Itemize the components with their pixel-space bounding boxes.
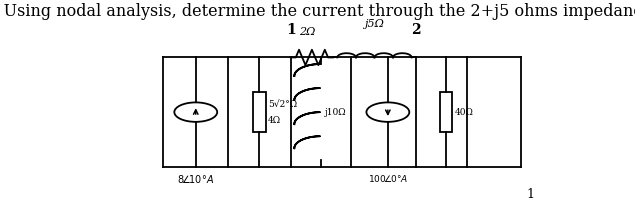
Text: $8\!\angle\!10°A$: $8\!\angle\!10°A$ bbox=[177, 173, 214, 185]
Text: 5√2°Ω: 5√2°Ω bbox=[268, 100, 297, 109]
Text: 2: 2 bbox=[411, 23, 420, 37]
Bar bbox=[253, 92, 265, 132]
Text: $100\!\angle\!0°A$: $100\!\angle\!0°A$ bbox=[368, 173, 408, 184]
Text: 1: 1 bbox=[526, 188, 534, 201]
Text: j10Ω: j10Ω bbox=[325, 108, 347, 117]
Text: 40Ω: 40Ω bbox=[455, 108, 473, 117]
Text: 2Ω: 2Ω bbox=[299, 27, 316, 37]
Text: 3.  Using nodal analysis, determine the current through the 2+j5 ohms impedance.: 3. Using nodal analysis, determine the c… bbox=[0, 3, 635, 20]
Bar bbox=[439, 92, 452, 132]
Text: 1: 1 bbox=[286, 23, 295, 37]
Text: j5Ω: j5Ω bbox=[364, 19, 384, 29]
Text: 4Ω: 4Ω bbox=[268, 116, 281, 125]
